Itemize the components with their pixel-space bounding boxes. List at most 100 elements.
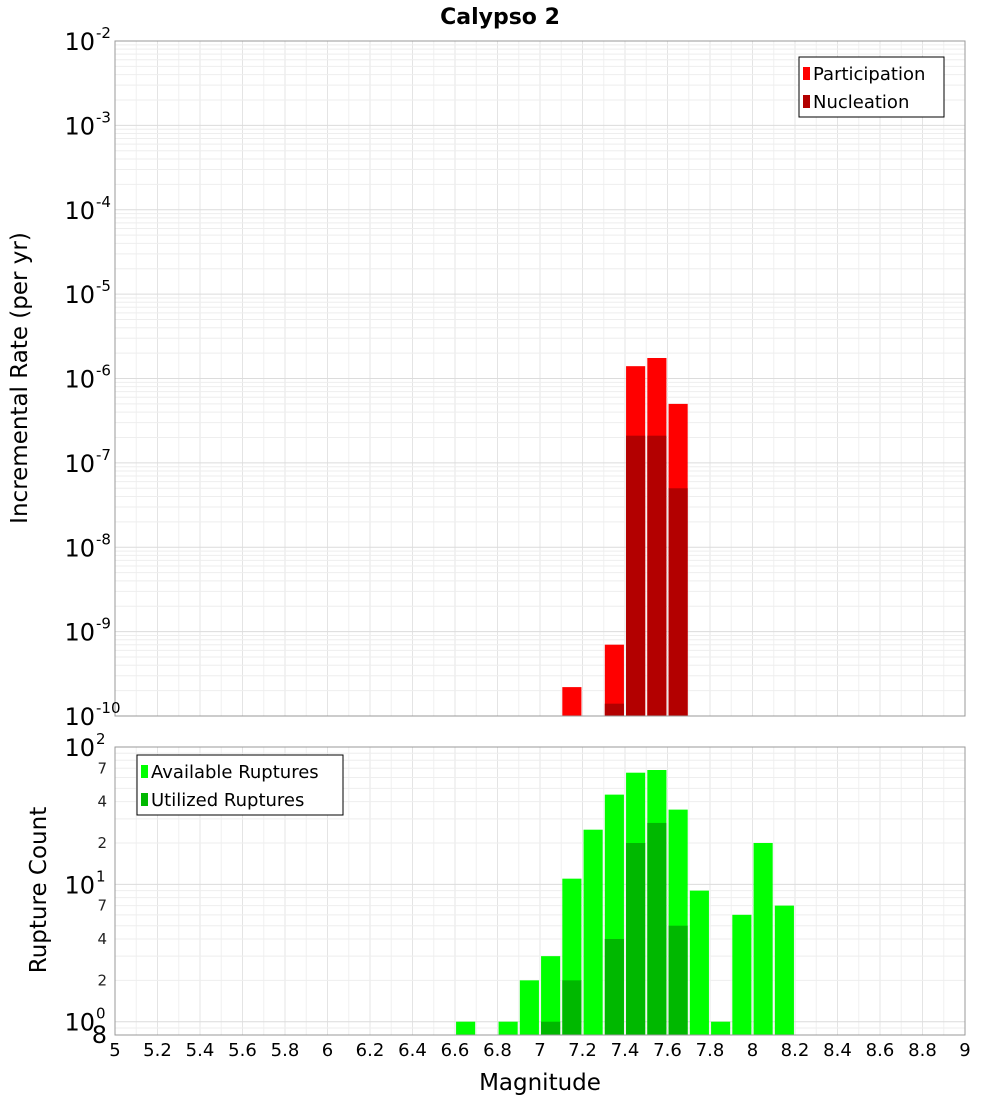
count-y-tick-label: 10 <box>64 1009 95 1037</box>
x-axis-ticks: 5 5.2 5.4 5.6 5.8 6 6.2 6.4 6.6 6.8 7 7.2 7.4 7.6 7.8 8… <box>109 1040 970 1061</box>
x-axis-label: Magnitude <box>479 1070 601 1096</box>
count-y-minor-tick-label: 4 <box>97 793 107 811</box>
rate-y-tick-exponent: -2 <box>96 24 111 42</box>
rate-bar-series2 <box>647 435 667 716</box>
count-y-tick-exponent: 0 <box>96 1005 106 1023</box>
rate-bar-series2 <box>604 703 624 716</box>
count-legend-swatch <box>141 765 148 778</box>
rate-bars <box>562 357 688 716</box>
count-legend-label: Utilized Ruptures <box>151 790 304 811</box>
rate-y-tick-exponent: -4 <box>96 193 111 211</box>
rate-y-tick-label: 10 <box>64 112 95 140</box>
rate-y-tick-label: 10 <box>64 619 95 647</box>
rate-y-tick-label: 10 <box>64 197 95 225</box>
count-plot-frame <box>114 746 966 1036</box>
rate-y-tick-label: 10 <box>64 28 95 56</box>
x-tick-label: 7.6 <box>653 1040 682 1061</box>
x-tick-label: 7 <box>534 1040 545 1061</box>
x-tick-label: 8.4 <box>823 1040 852 1061</box>
rate-bar-series2 <box>668 488 688 716</box>
count-bar-series1 <box>456 1021 476 1035</box>
count-bar-series2 <box>604 939 624 1035</box>
rate-grid <box>114 40 966 717</box>
rate-y-tick-label: 10 <box>64 366 95 394</box>
rate-bar-series1 <box>604 644 624 716</box>
x-tick-label: 8.6 <box>866 1040 895 1061</box>
rate-legend-box <box>798 56 945 118</box>
count-bar-series2 <box>668 925 688 1035</box>
count-bar-series2 <box>647 822 667 1035</box>
x-tick-label: 6.4 <box>398 1040 427 1061</box>
count-bar-series1 <box>774 905 794 1035</box>
x-tick-label: 9 <box>959 1040 970 1061</box>
count-bar-series1 <box>498 1021 518 1035</box>
count-legend-swatch <box>141 793 148 806</box>
count-bar-series1 <box>689 890 709 1035</box>
count-y-minor-tick-label: 2 <box>97 834 107 852</box>
rate-y-axis-label: Incremental Rate (per yr) <box>7 232 33 524</box>
rate-y-tick-exponent: -3 <box>96 108 111 126</box>
count-legend-box <box>136 754 344 816</box>
rate-bar-series1 <box>562 687 582 716</box>
rate-y-tick-exponent: -8 <box>96 530 111 548</box>
rate-legend-swatch <box>803 95 810 108</box>
x-tick-label: 7.8 <box>696 1040 725 1061</box>
x-tick-label: 8.8 <box>908 1040 937 1061</box>
count-y-tick-label: 10 <box>64 871 95 899</box>
count-bars <box>456 770 794 1035</box>
x-tick-label: 5.4 <box>186 1040 215 1061</box>
count-y-minor-tick-label: 7 <box>97 759 107 777</box>
x-tick-label: 8 <box>747 1040 758 1061</box>
count-legend: Available Ruptures Utilized Ruptures <box>136 754 344 816</box>
rate-legend-label: Participation <box>813 64 925 85</box>
count-bar-series1 <box>753 843 773 1035</box>
count-bar-series2 <box>562 980 582 1035</box>
x-tick-label: 6 <box>322 1040 333 1061</box>
rate-y-tick-exponent: -6 <box>96 362 111 380</box>
rate-legend: Participation Nucleation <box>798 56 945 118</box>
count-bar-series1 <box>583 829 603 1035</box>
rate-legend-label: Nucleation <box>813 92 909 113</box>
rate-y-tick-exponent: -9 <box>96 615 111 633</box>
count-y-minor-tick-label: 7 <box>97 897 107 915</box>
x-tick-label: 6.2 <box>356 1040 385 1061</box>
count-y-minor-tick-label: 8 <box>92 1021 107 1049</box>
x-tick-label: 5 <box>109 1040 120 1061</box>
rate-bar-series2 <box>626 435 646 716</box>
count-y-minor-tick-label: 2 <box>97 971 107 989</box>
count-bar-series1 <box>541 956 561 1035</box>
rate-y-tick-label: 10 <box>64 281 95 309</box>
count-bar-series1 <box>711 1021 731 1035</box>
rate-y-tick-exponent: -10 <box>96 699 121 717</box>
rate-y-tick-exponent: -5 <box>96 277 111 295</box>
count-legend-label: Available Ruptures <box>151 762 319 783</box>
rate-y-tick-label: 10 <box>64 450 95 478</box>
x-tick-label: 7.2 <box>568 1040 597 1061</box>
count-bar-series1 <box>732 914 752 1035</box>
rate-y-tick-label: 10 <box>64 703 95 731</box>
rate-y-tick-label: 10 <box>64 534 95 562</box>
rate-y-tick-exponent: -7 <box>96 446 111 464</box>
x-tick-label: 5.2 <box>143 1040 172 1061</box>
x-tick-label: 6.6 <box>441 1040 470 1061</box>
x-tick-label: 5.6 <box>228 1040 257 1061</box>
count-bar-series2 <box>626 843 646 1035</box>
x-tick-label: 6.8 <box>483 1040 512 1061</box>
count-y-tick-label: 10 <box>64 734 95 762</box>
count-y-minor-tick-label: 4 <box>97 930 107 948</box>
rate-plot-frame <box>114 40 966 717</box>
count-y-tick-exponent: 2 <box>96 730 106 748</box>
count-bar-series1 <box>519 980 539 1035</box>
count-y-axis-label: Rupture Count <box>26 807 52 973</box>
count-y-tick-exponent: 1 <box>96 867 106 885</box>
rate-legend-swatch <box>803 67 810 80</box>
count-bar-series2 <box>541 1021 561 1035</box>
x-tick-label: 7.4 <box>611 1040 640 1061</box>
chart-title: Calypso 2 <box>440 5 560 30</box>
x-tick-label: 8.2 <box>781 1040 810 1061</box>
